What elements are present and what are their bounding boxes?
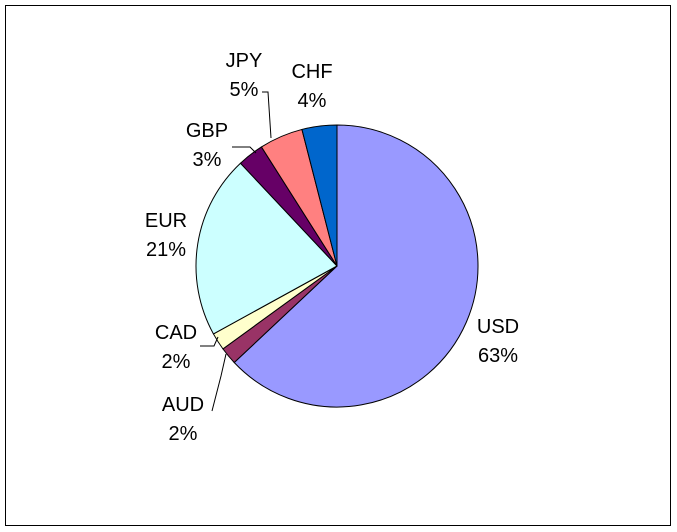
leader-line-gbp [232,146,257,154]
slice-label-aud: AUD [162,394,204,416]
leader-lines [200,91,272,412]
slice-label-gbp: GBP [186,120,228,142]
slice-percent-cad: 2% [162,351,191,373]
slice-label-eur: EUR [145,210,187,232]
slice-percent-usd: 63% [478,345,518,367]
pie-slice-chf [301,124,338,267]
leader-line-cad [200,336,219,347]
pie-slice-usd [233,124,479,408]
slice-label-chf: CHF [291,61,332,83]
slice-percent-aud: 2% [169,423,198,445]
pie-slices [195,124,479,408]
pie-slice-eur [195,162,338,335]
slice-label-cad: CAD [155,322,197,344]
slice-percent-jpy: 5% [230,79,259,101]
slice-label-usd: USD [477,316,519,338]
slice-percent-eur: 21% [146,239,186,261]
slice-label-jpy: JPY [226,50,263,72]
leader-line-aud [211,353,227,412]
slice-percent-chf: 4% [298,90,327,112]
slice-percent-gbp: 3% [193,149,222,171]
leader-line-jpy [262,91,272,139]
slice-labels: USD 63% AUD 2% CAD 2% EUR 21% GBP 3% JPY 5% CHF 4% [145,50,519,445]
